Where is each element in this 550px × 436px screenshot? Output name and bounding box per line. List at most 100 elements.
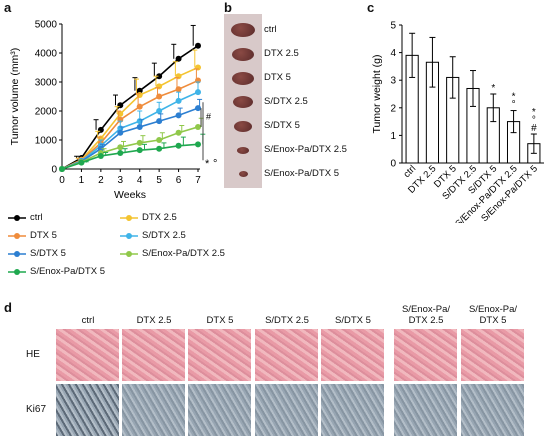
legend-label: ctrl bbox=[30, 212, 43, 223]
y-tick-label: 5000 bbox=[35, 20, 58, 31]
panel-letter-d: d bbox=[4, 300, 12, 315]
data-point bbox=[136, 139, 143, 146]
panel-letter-c: c bbox=[367, 0, 375, 15]
legend-item: S/Enox-Pa/DTX 2.5 bbox=[120, 248, 225, 259]
data-point bbox=[195, 105, 201, 112]
tumor-label: DTX 5 bbox=[264, 72, 291, 83]
legend-label: S/Enox-Pa/DTX 2.5 bbox=[142, 248, 225, 259]
y-tick-label: 0 bbox=[51, 165, 57, 176]
data-point bbox=[59, 166, 65, 172]
y-axis-label: Tumor weight (g) bbox=[371, 55, 383, 134]
y-tick-label: 3000 bbox=[35, 78, 58, 89]
series-line bbox=[61, 91, 199, 170]
ki67-stain-image bbox=[461, 384, 524, 436]
panel-letter-b: b bbox=[224, 0, 232, 15]
annotation-star: * bbox=[205, 158, 210, 170]
series-line bbox=[61, 107, 199, 170]
he-stain-image bbox=[56, 329, 119, 381]
legend-marker bbox=[126, 232, 132, 239]
y-tick-label: 2000 bbox=[35, 107, 58, 118]
he-stain-image bbox=[122, 329, 185, 381]
y-tick-label: 1000 bbox=[35, 136, 58, 147]
ki67-stain-image bbox=[122, 384, 185, 436]
he-stain-image bbox=[188, 329, 251, 381]
legend-marker bbox=[126, 250, 132, 257]
data-point bbox=[156, 93, 163, 100]
x-tick-label: 5 bbox=[156, 175, 162, 186]
tumor-label: DTX 2.5 bbox=[264, 48, 299, 59]
legend-marker bbox=[14, 250, 20, 257]
data-point bbox=[117, 129, 124, 136]
legend-swatch bbox=[8, 250, 26, 257]
tumor-specimen bbox=[232, 47, 254, 61]
histology-column-label: DTX 2.5 bbox=[136, 315, 172, 326]
legend-label: S/DTX 5 bbox=[30, 248, 66, 259]
data-point bbox=[156, 137, 163, 143]
significance-mark: * bbox=[491, 83, 495, 94]
y-tick-label: 3 bbox=[390, 76, 396, 87]
data-point bbox=[136, 147, 143, 154]
x-tick-label: 7 bbox=[195, 175, 201, 186]
legend-label: S/Enox-Pa/DTX 5 bbox=[30, 266, 105, 277]
he-stain-image bbox=[255, 329, 318, 381]
data-point bbox=[156, 108, 163, 114]
legend-item: DTX 5 bbox=[8, 230, 57, 241]
data-point bbox=[156, 73, 163, 80]
annotation-degree: ° bbox=[213, 158, 217, 170]
panel-letter-a: a bbox=[4, 0, 12, 15]
he-stain-image bbox=[461, 329, 524, 381]
tumor-volume-legend: ctrl DTX 2.5 DTX 5 S/DTX 2.5 S/DTX 5 S/Enox-P… bbox=[0, 0, 260, 280]
data-point bbox=[156, 145, 163, 152]
data-point bbox=[175, 112, 182, 119]
legend-swatch bbox=[8, 268, 26, 275]
histology-row-label: Ki67 bbox=[26, 404, 47, 415]
legend-swatch bbox=[120, 250, 138, 257]
histology-column-label: S/DTX 5 bbox=[335, 315, 371, 326]
x-tick-label: 4 bbox=[137, 175, 143, 186]
legend-marker bbox=[14, 232, 20, 239]
tumor-label: S/Enox-Pa/DTX 2.5 bbox=[264, 144, 347, 155]
x-tick-label: 1 bbox=[79, 175, 85, 186]
legend-item: ctrl bbox=[8, 212, 43, 223]
data-point bbox=[195, 89, 201, 96]
he-stain-image bbox=[321, 329, 384, 381]
legend-label: DTX 2.5 bbox=[142, 212, 177, 223]
legend-swatch bbox=[120, 232, 138, 239]
data-point bbox=[195, 42, 201, 49]
data-point bbox=[136, 87, 143, 94]
y-tick-label: 2 bbox=[390, 103, 396, 114]
data-point bbox=[136, 103, 143, 110]
legend-label: S/DTX 2.5 bbox=[142, 230, 186, 241]
data-point bbox=[175, 97, 182, 104]
data-point bbox=[195, 123, 201, 130]
legend-item: S/DTX 5 bbox=[8, 248, 66, 259]
legend-swatch bbox=[8, 214, 26, 221]
data-point bbox=[117, 150, 124, 157]
tumor-volume-chart: 0 1000 2000 3000 4000 5000 0 1 2 3 4 5 6 7 Weeks Tumor … bbox=[9, 20, 217, 202]
legend-label: DTX 5 bbox=[30, 230, 57, 241]
significance-mark: # bbox=[531, 123, 537, 134]
he-stain-image bbox=[394, 329, 457, 381]
legend-swatch bbox=[120, 214, 138, 221]
histology-column-label: S/DTX 2.5 bbox=[265, 315, 309, 326]
data-point bbox=[175, 55, 182, 62]
y-tick-label: 5 bbox=[390, 21, 396, 32]
significance-mark: ° bbox=[532, 115, 536, 126]
x-tick-label: 0 bbox=[59, 175, 65, 186]
legend-swatch bbox=[8, 232, 26, 239]
x-axis-label: Weeks bbox=[114, 189, 146, 201]
tumor-specimen bbox=[232, 71, 254, 85]
tumor-specimen bbox=[234, 120, 252, 132]
histology-column-label: S/Enox-Pa/ DTX 2.5 bbox=[401, 304, 451, 326]
tumor-label: S/DTX 5 bbox=[264, 120, 300, 131]
y-axis-label: Tumor volume (mm³) bbox=[9, 48, 21, 146]
legend-item: S/DTX 2.5 bbox=[120, 230, 186, 241]
significance-mark: * bbox=[512, 92, 516, 103]
tumor-specimen bbox=[237, 146, 249, 154]
data-point bbox=[175, 129, 182, 136]
legend-marker bbox=[126, 214, 132, 221]
legend-marker bbox=[14, 268, 20, 275]
tumor-label: S/DTX 2.5 bbox=[264, 96, 308, 107]
legend-marker bbox=[14, 214, 20, 221]
